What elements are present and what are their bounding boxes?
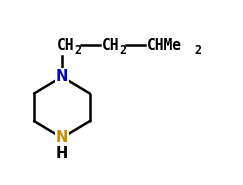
Text: N: N [56, 69, 68, 84]
Text: H: H [56, 146, 68, 161]
Text: CHMe: CHMe [147, 38, 182, 53]
Text: 2: 2 [120, 44, 127, 57]
Text: CH: CH [102, 38, 120, 53]
Text: 2: 2 [75, 44, 82, 57]
Text: CH: CH [57, 38, 75, 53]
Text: 2: 2 [194, 44, 201, 57]
Text: N: N [56, 130, 68, 145]
